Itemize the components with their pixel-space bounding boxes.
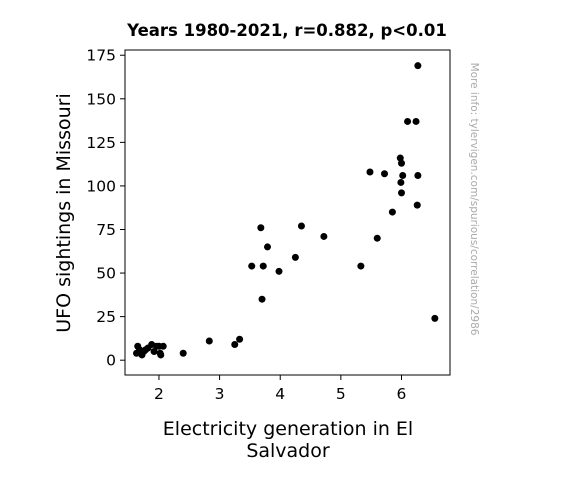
x-tick-label: 3 (215, 385, 225, 403)
data-point (150, 347, 158, 355)
y-tick-label: 0 (106, 352, 116, 370)
data-point (297, 222, 305, 230)
data-point (257, 224, 265, 232)
y-axis: 0 25 50 75 100 125 150 175 (86, 47, 125, 370)
data-point (263, 243, 271, 251)
x-axis-label-line-1: Electricity generation in El (163, 418, 413, 440)
y-tick-label: 100 (86, 177, 116, 195)
data-point (412, 117, 420, 125)
data-point (397, 178, 405, 186)
x-tick-label: 2 (154, 385, 164, 403)
data-point (414, 171, 422, 179)
data-point (388, 208, 396, 216)
data-point (236, 335, 244, 343)
data-point (399, 171, 407, 179)
x-axis-label-line-2: Salvador (246, 440, 330, 462)
watermark-text: More info: tylervigen.com/spurious/corre… (468, 63, 480, 336)
data-point (397, 159, 405, 167)
data-point (413, 201, 421, 209)
chart-title: Years 1980-2021, r=0.882, p<0.01 (126, 21, 447, 40)
data-point (291, 253, 299, 261)
data-point (179, 349, 187, 357)
data-point (366, 168, 374, 176)
data-point (275, 267, 283, 275)
data-point (259, 262, 267, 270)
data-point (320, 232, 328, 240)
y-tick-label: 25 (96, 308, 116, 326)
data-point (157, 351, 165, 359)
data-point (159, 342, 167, 350)
plot-area: 2 3 4 5 6 0 25 50 75 100 125 150 175 (86, 47, 451, 403)
x-axis: 2 3 4 5 6 (154, 375, 406, 403)
y-tick-label: 150 (86, 90, 116, 108)
y-tick-label: 50 (96, 265, 116, 283)
data-point (357, 262, 365, 270)
data-point (396, 154, 404, 162)
axes-frame (124, 49, 451, 376)
x-tick-label: 6 (397, 385, 407, 403)
y-tick-label: 125 (86, 134, 116, 152)
y-tick-label: 75 (96, 221, 116, 239)
data-point (205, 337, 213, 345)
data-point (404, 117, 412, 125)
data-point (431, 314, 439, 322)
y-tick-label: 175 (86, 47, 116, 65)
data-point (248, 262, 256, 270)
y-axis-label: UFO sightings in Missouri (53, 93, 75, 332)
data-point (397, 189, 405, 197)
data-point (258, 295, 266, 303)
x-tick-label: 5 (336, 385, 346, 403)
data-point (381, 170, 389, 178)
data-point (373, 234, 381, 242)
x-tick-label: 4 (275, 385, 285, 403)
data-point (231, 341, 239, 349)
data-points (133, 62, 439, 359)
data-point (414, 62, 422, 70)
